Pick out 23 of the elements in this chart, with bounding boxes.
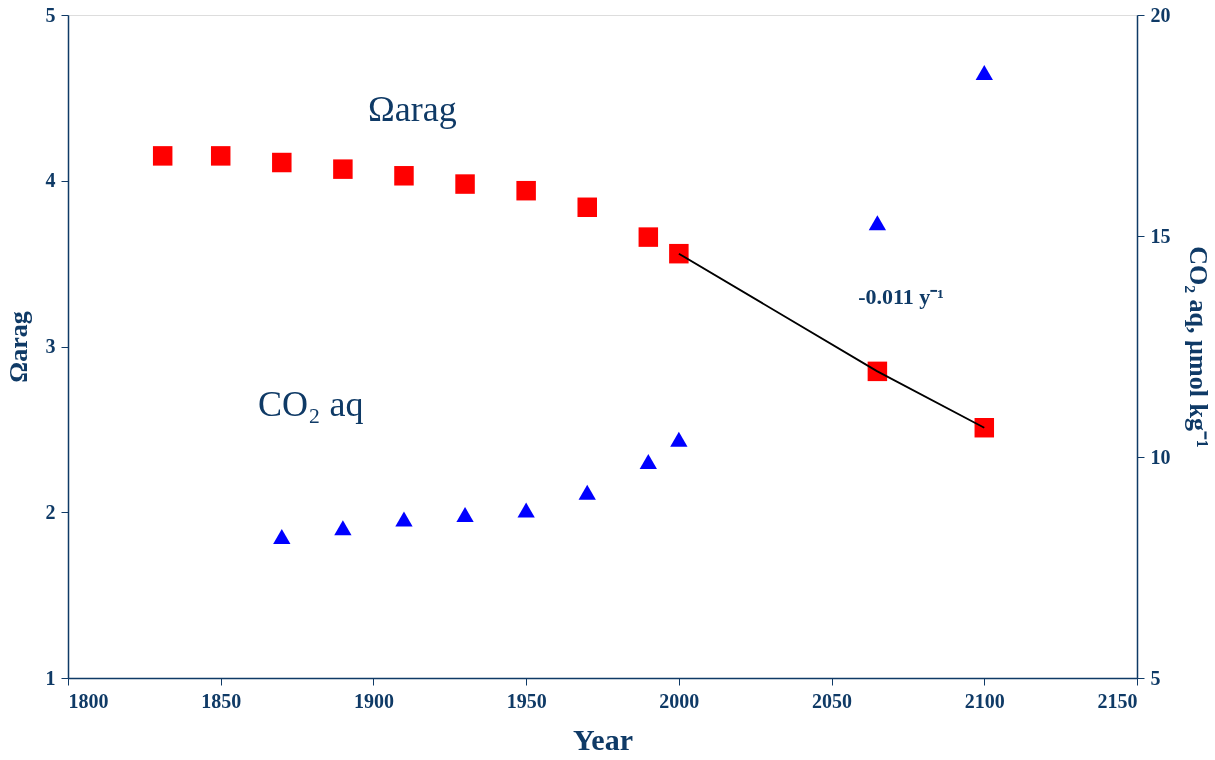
x-tick-label: 1850	[201, 689, 242, 712]
x-axis-title: Year	[573, 722, 633, 756]
y2-axis-title: CO₂ aq, µmol kg⁻¹	[1183, 246, 1213, 448]
x-tick-label: 2150	[1097, 689, 1138, 712]
annotation: -0.011 y⁻¹	[858, 284, 944, 309]
text: CO₂ aq	[258, 384, 364, 424]
y2-tick-label: 5	[1150, 666, 1161, 689]
x-tick-label: 2050	[812, 689, 853, 712]
x-tick-label: 2100	[964, 689, 1005, 712]
y-tick-label: 4	[45, 169, 56, 192]
y-tick-label: 1	[45, 666, 56, 689]
y-axis-title: Ωarag	[3, 311, 33, 383]
series-label: Ωarag	[368, 89, 457, 129]
y-tick-label: 5	[45, 3, 56, 26]
y2-tick-label: 20	[1150, 3, 1171, 26]
y2-tick-label: 10	[1150, 445, 1171, 468]
x-tick-label: 1950	[506, 689, 547, 712]
y2-tick-label: 15	[1150, 224, 1171, 247]
y-tick-label: 3	[45, 335, 56, 357]
x-tick-label: 2000	[659, 689, 700, 712]
x-tick-label: 1800	[68, 689, 109, 712]
x-tick-label: 1900	[353, 689, 394, 712]
y-tick-label: 2	[45, 500, 56, 523]
